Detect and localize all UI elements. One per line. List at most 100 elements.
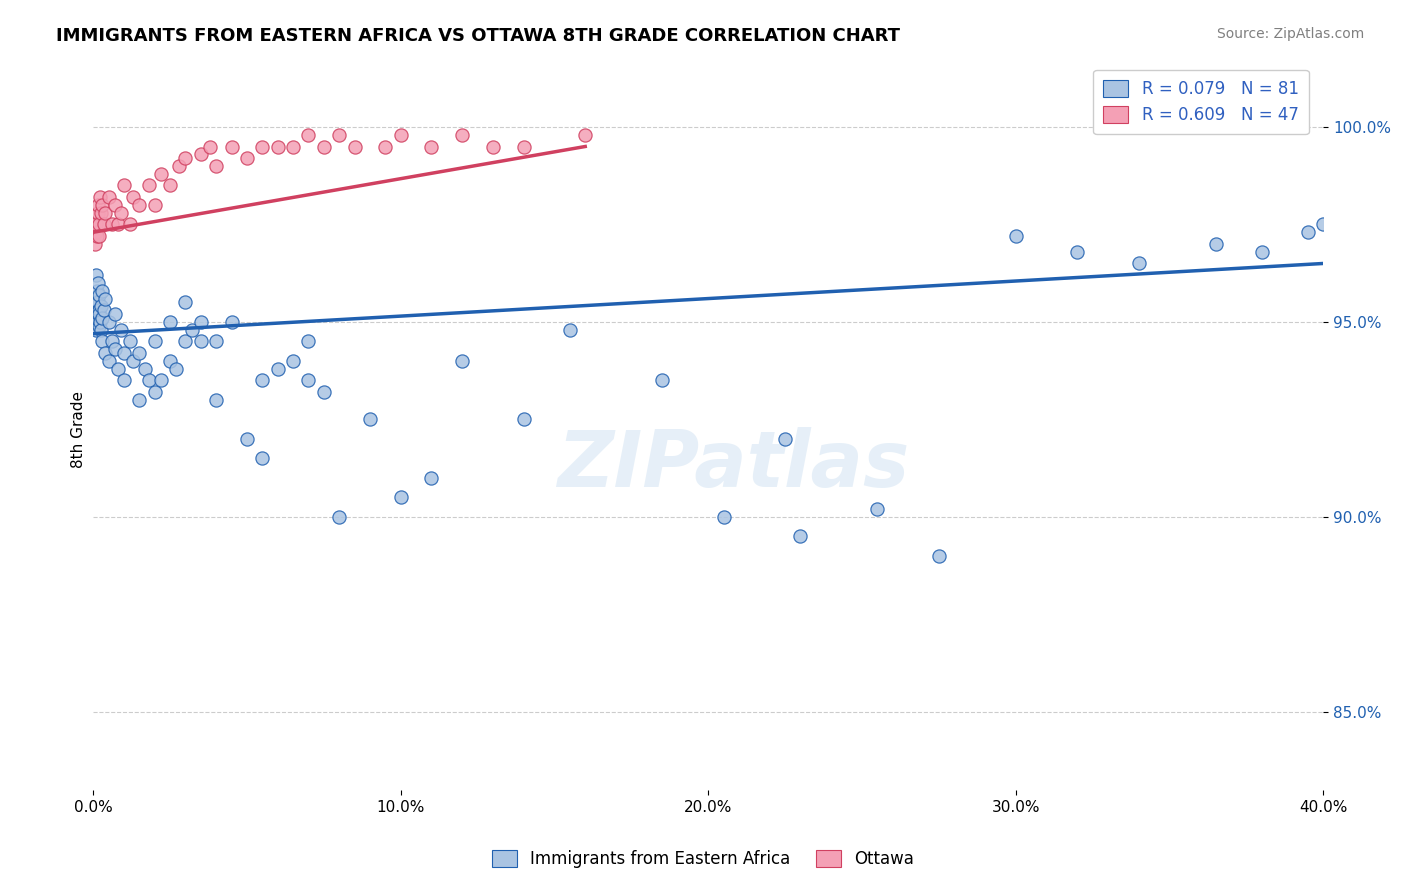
Point bbox=[205, 159, 228, 173]
Point bbox=[112, 374, 135, 388]
Point bbox=[89, 229, 111, 244]
Point bbox=[374, 139, 396, 153]
Point bbox=[94, 346, 117, 360]
Point bbox=[91, 311, 114, 326]
Point bbox=[120, 218, 142, 232]
Point bbox=[87, 218, 110, 232]
Point bbox=[100, 334, 122, 349]
Point bbox=[281, 354, 304, 368]
Point bbox=[482, 139, 505, 153]
Point bbox=[143, 334, 166, 349]
Point bbox=[190, 147, 212, 161]
Point bbox=[297, 128, 319, 142]
Point bbox=[84, 225, 107, 239]
Point bbox=[120, 334, 142, 349]
Point bbox=[267, 139, 290, 153]
Point bbox=[773, 432, 796, 446]
Point bbox=[558, 323, 581, 337]
Point bbox=[128, 392, 150, 407]
Point bbox=[205, 392, 228, 407]
Point bbox=[312, 139, 335, 153]
Point bbox=[128, 346, 150, 360]
Point bbox=[104, 343, 127, 357]
Point bbox=[297, 374, 319, 388]
Point bbox=[89, 287, 111, 301]
Text: IMMIGRANTS FROM EASTERN AFRICA VS OTTAWA 8TH GRADE CORRELATION CHART: IMMIGRANTS FROM EASTERN AFRICA VS OTTAWA… bbox=[56, 27, 900, 45]
Point bbox=[236, 432, 259, 446]
Point bbox=[90, 299, 112, 313]
Point bbox=[112, 346, 135, 360]
Point bbox=[87, 198, 110, 212]
Point bbox=[236, 151, 259, 165]
Point bbox=[267, 361, 290, 376]
Text: ZIPatlas: ZIPatlas bbox=[557, 427, 908, 503]
Point bbox=[90, 206, 112, 220]
Point bbox=[359, 412, 381, 426]
Point bbox=[297, 334, 319, 349]
Point bbox=[86, 229, 108, 244]
Point bbox=[134, 361, 156, 376]
Point bbox=[100, 218, 122, 232]
Point bbox=[83, 237, 105, 252]
Point bbox=[512, 412, 534, 426]
Point bbox=[198, 139, 221, 153]
Point bbox=[110, 323, 132, 337]
Point bbox=[328, 509, 350, 524]
Point bbox=[281, 139, 304, 153]
Point bbox=[159, 315, 181, 329]
Point bbox=[169, 159, 191, 173]
Legend: Immigrants from Eastern Africa, Ottawa: Immigrants from Eastern Africa, Ottawa bbox=[485, 843, 921, 875]
Point bbox=[312, 385, 335, 400]
Point bbox=[866, 502, 889, 516]
Point bbox=[252, 374, 274, 388]
Point bbox=[1312, 218, 1334, 232]
Point bbox=[87, 295, 110, 310]
Point bbox=[89, 190, 111, 204]
Point bbox=[97, 354, 120, 368]
Point bbox=[122, 354, 145, 368]
Point bbox=[91, 198, 114, 212]
Point bbox=[389, 491, 412, 505]
Point bbox=[328, 128, 350, 142]
Point bbox=[104, 307, 127, 321]
Point bbox=[252, 139, 274, 153]
Point bbox=[104, 198, 127, 212]
Point bbox=[97, 190, 120, 204]
Point bbox=[343, 139, 366, 153]
Point bbox=[84, 295, 107, 310]
Point bbox=[143, 385, 166, 400]
Point bbox=[1327, 596, 1350, 610]
Point bbox=[420, 139, 443, 153]
Point bbox=[84, 323, 107, 337]
Point bbox=[174, 334, 197, 349]
Point bbox=[112, 178, 135, 193]
Point bbox=[389, 128, 412, 142]
Point bbox=[90, 323, 112, 337]
Point bbox=[928, 549, 950, 563]
Point bbox=[84, 315, 107, 329]
Point bbox=[138, 178, 160, 193]
Point bbox=[190, 315, 212, 329]
Point bbox=[97, 315, 120, 329]
Point bbox=[128, 198, 150, 212]
Point bbox=[93, 218, 115, 232]
Point bbox=[84, 218, 107, 232]
Y-axis label: 8th Grade: 8th Grade bbox=[72, 391, 86, 467]
Point bbox=[87, 276, 110, 290]
Point bbox=[149, 374, 172, 388]
Point bbox=[86, 284, 108, 298]
Text: Source: ZipAtlas.com: Source: ZipAtlas.com bbox=[1216, 27, 1364, 41]
Point bbox=[574, 128, 596, 142]
Point bbox=[159, 354, 181, 368]
Point bbox=[221, 315, 243, 329]
Point bbox=[651, 374, 673, 388]
Point bbox=[110, 206, 132, 220]
Point bbox=[789, 529, 811, 543]
Point bbox=[221, 139, 243, 153]
Point bbox=[93, 303, 115, 318]
Point bbox=[94, 206, 117, 220]
Point bbox=[107, 218, 129, 232]
Point bbox=[86, 307, 108, 321]
Point bbox=[138, 374, 160, 388]
Point bbox=[1066, 244, 1088, 259]
